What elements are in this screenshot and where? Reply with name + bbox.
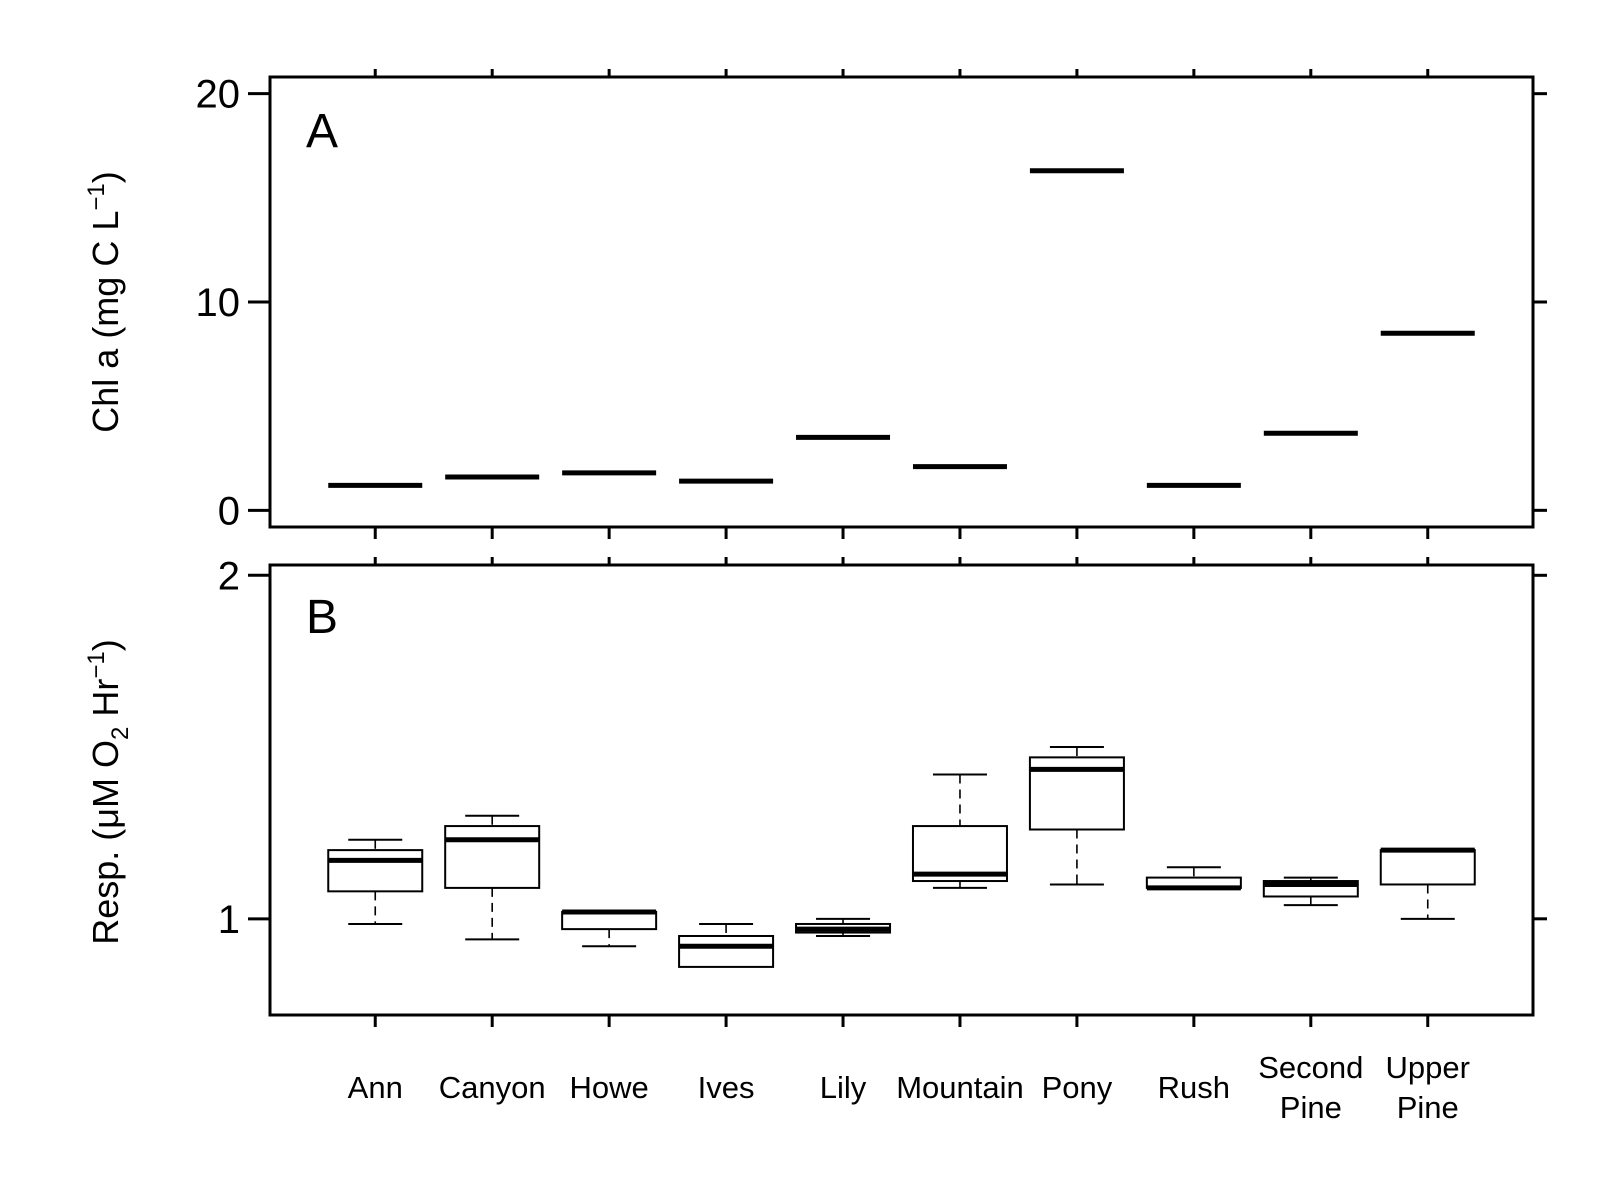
panel-a-y-axis-label: Chl a (mg C L−1) bbox=[83, 171, 126, 432]
x-label-second-pine: Second Pine bbox=[1258, 1050, 1363, 1125]
panel-b-y-label-mid: Hr bbox=[85, 679, 126, 727]
panel-a-y-axis: 0 10 20 bbox=[196, 69, 1547, 539]
x-label-canyon: Canyon bbox=[439, 1070, 546, 1105]
x-label-line: Second bbox=[1258, 1050, 1363, 1085]
panel-a-frame bbox=[268, 75, 1535, 529]
panel-a-y-label-tail: ) bbox=[85, 171, 126, 183]
iqr-box bbox=[561, 910, 658, 931]
panel-b-box-rush bbox=[1145, 866, 1242, 891]
panel-a-letter: A bbox=[306, 105, 338, 158]
panel-b-y-label-tail: ) bbox=[85, 639, 126, 651]
panel-b-box-howe bbox=[561, 909, 658, 948]
panel-a-marks bbox=[328, 168, 1475, 488]
x-label-pony: Pony bbox=[1042, 1070, 1113, 1105]
panel-b-frame bbox=[268, 563, 1535, 1017]
x-label-upper-pine: Upper Pine bbox=[1386, 1050, 1470, 1125]
panel-b-box-lily bbox=[795, 917, 892, 937]
panel-b-y-label-superscript: −1 bbox=[83, 651, 110, 678]
iqr-box bbox=[327, 849, 424, 893]
iqr-box bbox=[1379, 849, 1476, 886]
x-label-line: Pine bbox=[1397, 1090, 1459, 1125]
panel-a-y-label-main: Chl a (mg C L bbox=[85, 211, 126, 433]
panel-b-y-tick-label: 2 bbox=[218, 554, 240, 598]
x-label-rush: Rush bbox=[1158, 1070, 1230, 1105]
x-axis-labels: Ann Canyon Howe Ives Lily Mountain Pony Rush Sec… bbox=[348, 1050, 1470, 1125]
panel-b-box-upper-pine bbox=[1379, 847, 1476, 920]
panel-b-box-canyon bbox=[444, 814, 541, 941]
x-label-howe: Howe bbox=[570, 1070, 649, 1105]
panel-b-box-mountain bbox=[911, 773, 1008, 889]
panel-a-y-label-superscript: −1 bbox=[83, 183, 110, 210]
panel-b-box-ives bbox=[678, 922, 775, 968]
x-label-line: Pine bbox=[1280, 1090, 1342, 1125]
panel-a-y-tick-label: 0 bbox=[218, 489, 240, 533]
panel-a-y-tick-label: 10 bbox=[196, 281, 241, 325]
panel-b-box-pony bbox=[1028, 746, 1125, 886]
panel-a: A 0 10 20 Chl a (mg C L−1) bbox=[83, 69, 1547, 539]
panel-b: B 12 Resp. (μM O2 Hr−1) bbox=[83, 554, 1547, 1027]
panel-b-box-second-pine bbox=[1262, 876, 1359, 907]
iqr-box bbox=[678, 934, 775, 968]
panel-b-y-axis: 12 bbox=[218, 554, 1547, 1027]
panel-b-letter: B bbox=[306, 591, 338, 644]
panel-a-y-tick-label: 20 bbox=[196, 73, 241, 117]
panel-b-y-tick-label: 1 bbox=[218, 898, 240, 942]
x-label-line: Upper bbox=[1386, 1050, 1470, 1085]
panel-b-box-ann bbox=[327, 838, 424, 925]
x-label-mountain: Mountain bbox=[896, 1070, 1024, 1105]
panel-b-y-label-main: Resp. (μM O bbox=[85, 740, 126, 945]
x-label-ives: Ives bbox=[698, 1070, 755, 1105]
panel-b-marks bbox=[327, 746, 1476, 968]
x-label-ann: Ann bbox=[348, 1070, 403, 1105]
panel-b-y-axis-label: Resp. (μM O2 Hr−1) bbox=[83, 639, 134, 945]
x-label-lily: Lily bbox=[820, 1070, 867, 1105]
panel-b-y-label-subscript: 2 bbox=[107, 727, 134, 740]
iqr-box bbox=[444, 825, 541, 889]
